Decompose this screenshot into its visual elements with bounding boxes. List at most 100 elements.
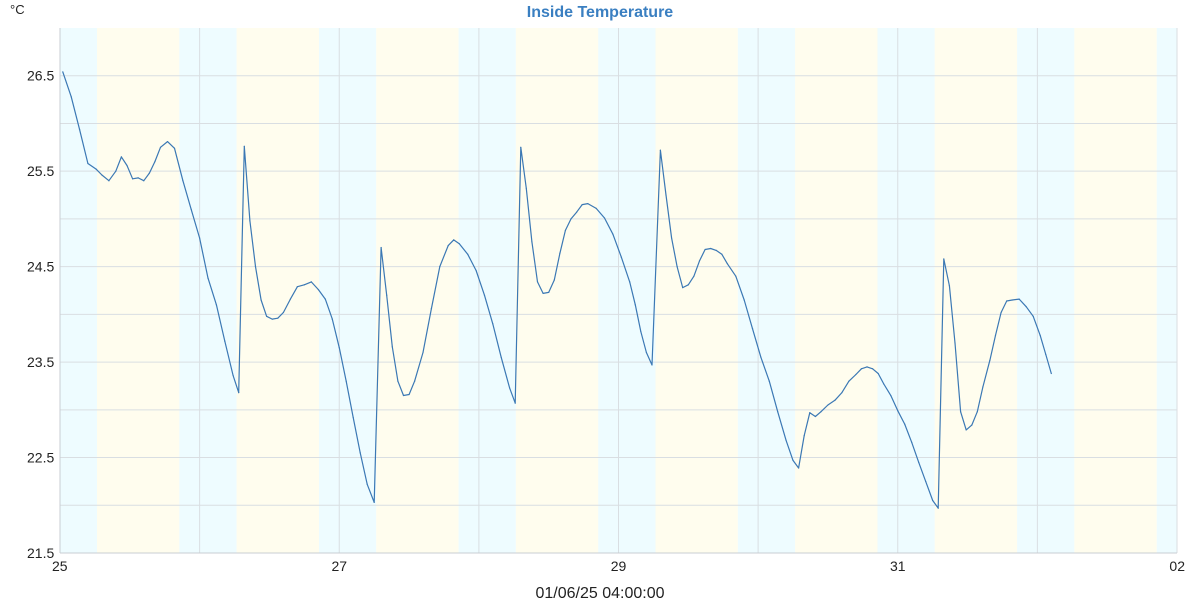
data-point (500, 356, 502, 358)
data-point (735, 275, 737, 277)
data-point (620, 256, 622, 258)
background-band-day (1074, 28, 1157, 553)
data-point (1039, 334, 1041, 336)
data-point (820, 411, 822, 413)
data-point (872, 368, 874, 370)
background-band-day (97, 28, 180, 553)
background-band-day (934, 28, 1018, 553)
data-point (542, 292, 544, 294)
data-point (1011, 299, 1013, 301)
data-point (338, 347, 340, 349)
data-point (693, 275, 695, 277)
data-point (792, 459, 794, 462)
data-point (303, 284, 305, 286)
data-point (345, 380, 347, 382)
data-point (948, 285, 951, 287)
data-point (890, 394, 892, 397)
data-point (531, 241, 533, 243)
data-point (331, 318, 333, 320)
data-point (760, 356, 762, 358)
data-point (238, 392, 240, 394)
data-point (860, 368, 863, 370)
background-band-day (236, 28, 320, 553)
data-point (422, 351, 424, 354)
background-band-night (458, 28, 516, 553)
data-point (289, 298, 291, 300)
data-point (447, 245, 449, 247)
data-point (704, 248, 706, 251)
data-point (1025, 306, 1027, 308)
data-point (603, 217, 606, 219)
data-point (62, 71, 64, 73)
data-point (70, 96, 72, 98)
data-point (254, 266, 257, 268)
axes (59, 28, 1177, 554)
data-point (911, 441, 913, 443)
data-point (199, 237, 201, 239)
data-point (182, 180, 184, 182)
data-point (698, 260, 701, 262)
data-point (721, 253, 723, 255)
y-unit-label: °C (10, 2, 25, 17)
data-point (629, 281, 631, 283)
data-point (751, 328, 754, 330)
day-night-bands (60, 28, 1177, 553)
data-point (1050, 372, 1052, 375)
data-point (173, 147, 176, 149)
data-point (137, 177, 139, 179)
data-point (1006, 300, 1008, 302)
x-tick-label: 02 (1169, 558, 1185, 574)
data-point (317, 288, 319, 291)
data-point (475, 269, 477, 272)
y-tick-label: 22.5 (27, 450, 54, 466)
data-point (883, 383, 885, 385)
background-band-night (60, 28, 98, 553)
x-tick-label: 25 (52, 558, 68, 574)
data-point (965, 429, 967, 431)
data-point (640, 330, 642, 333)
data-point (310, 281, 312, 283)
data-point (982, 386, 984, 388)
background-band-day (795, 28, 878, 553)
data-point (148, 172, 150, 174)
background-band-night (319, 28, 377, 553)
data-point (1018, 298, 1020, 300)
x-tick-label: 31 (890, 558, 906, 574)
y-tick-label: 25.5 (27, 163, 54, 179)
data-point (937, 507, 939, 509)
data-point (120, 156, 123, 158)
data-point (508, 387, 511, 389)
background-band-night (1156, 28, 1177, 553)
data-point (994, 334, 997, 336)
data-point (232, 374, 234, 377)
x-tick-label: 29 (611, 558, 627, 574)
chart-title: Inside Temperature (527, 4, 674, 21)
data-point (665, 194, 667, 196)
timestamp-label: 01/06/25 04:00:00 (535, 585, 664, 600)
data-point (848, 380, 850, 382)
data-point (408, 393, 410, 396)
data-point (570, 218, 572, 220)
data-point (352, 416, 354, 419)
data-point (587, 203, 589, 205)
data-point (576, 211, 578, 213)
data-point (687, 284, 689, 286)
data-point (659, 149, 661, 151)
data-point (1032, 315, 1034, 317)
data-point (645, 351, 648, 354)
data-point (768, 380, 770, 382)
data-point (959, 411, 962, 413)
data-point (143, 180, 145, 182)
data-point (676, 266, 678, 268)
data-point (260, 299, 262, 301)
data-point (918, 461, 920, 463)
background-band-night (1017, 28, 1075, 553)
data-point (115, 170, 117, 172)
background-band-day (655, 28, 738, 553)
data-point (581, 203, 583, 206)
data-point (834, 399, 836, 401)
data-point (520, 146, 522, 148)
data-point (777, 411, 779, 413)
data-point (324, 298, 326, 300)
data-point (224, 340, 226, 342)
